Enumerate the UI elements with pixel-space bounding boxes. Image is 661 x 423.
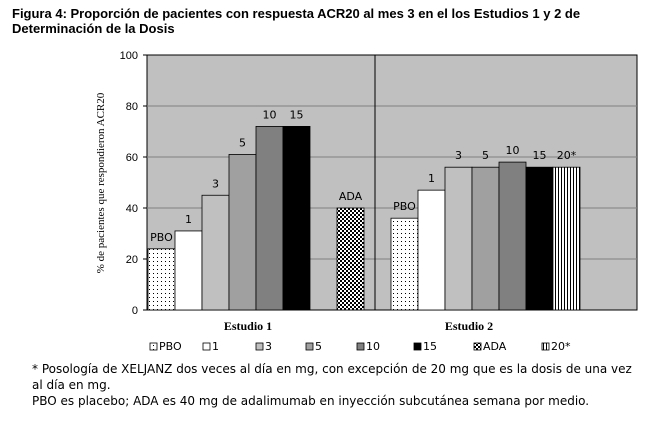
y-tick-label: 0 xyxy=(132,305,138,317)
bar-1-15 xyxy=(282,126,311,311)
legend-swatch-20 xyxy=(541,342,550,351)
y-tick-label: 20 xyxy=(126,254,138,266)
bar-2-20 xyxy=(552,166,581,311)
footnote-abbreviations: PBO es placebo; ADA es 40 mg de adalimum… xyxy=(32,394,590,408)
bar-2-3 xyxy=(444,166,473,311)
bar-1-1 xyxy=(174,230,203,311)
data-label: ADA xyxy=(339,190,363,203)
footnote-dosing: * Posología de XELJANZ dos veces al día … xyxy=(32,362,632,392)
data-label: 15 xyxy=(290,108,304,121)
bar-2-10 xyxy=(498,161,527,311)
bar-1-10 xyxy=(255,126,284,311)
data-label: 10 xyxy=(506,144,520,157)
legend-swatch-ada xyxy=(473,342,482,351)
legend-swatch-pbo xyxy=(149,342,158,351)
data-label: 1 xyxy=(185,213,192,226)
y-tick-label: 40 xyxy=(126,203,138,215)
legend-swatch-10 xyxy=(356,342,365,351)
legend-label: 1 xyxy=(212,340,219,353)
data-label: PBO xyxy=(150,231,173,244)
data-label: 5 xyxy=(482,149,489,162)
legend-label: 15 xyxy=(423,340,437,353)
bar-1-3 xyxy=(201,194,230,311)
data-label: 3 xyxy=(455,149,462,162)
data-label: 3 xyxy=(212,177,219,190)
data-label: 20* xyxy=(557,149,577,162)
figure-title: Figura 4: Proporción de pacientes con re… xyxy=(12,6,581,36)
legend-label: 10 xyxy=(366,340,380,353)
data-label: PBO xyxy=(393,200,416,213)
bar-1-pbo xyxy=(147,248,176,311)
footnotes: * Posología de XELJANZ dos veces al día … xyxy=(32,361,632,409)
y-tick-label: 80 xyxy=(126,101,138,113)
legend-label: 5 xyxy=(315,340,322,353)
data-label: 1 xyxy=(428,172,435,185)
bar-2-5 xyxy=(471,166,500,311)
group-label-2: Estudio 2 xyxy=(445,319,493,333)
data-label: 15 xyxy=(533,149,547,162)
legend-swatch-5 xyxy=(305,342,314,351)
data-label: 10 xyxy=(263,108,277,121)
legend-swatch-3 xyxy=(255,342,264,351)
bar-1-ada xyxy=(336,207,365,311)
legend-label: 3 xyxy=(265,340,272,353)
bar-2-15 xyxy=(525,166,554,311)
group-label-1: Estudio 1 xyxy=(224,319,272,333)
legend-swatch-1 xyxy=(202,342,211,351)
bar-2-1 xyxy=(417,189,446,311)
legend-swatch-15 xyxy=(413,342,422,351)
legend-label: PBO xyxy=(159,340,182,353)
data-label: 5 xyxy=(239,136,246,149)
y-tick-label: 60 xyxy=(126,152,138,164)
legend-label: ADA xyxy=(483,340,507,353)
y-axis-label: % de pacientes que respondieron ACR20 xyxy=(95,92,107,273)
bar-2-pbo xyxy=(390,217,419,311)
y-tick-label: 100 xyxy=(120,50,138,62)
bar-1-5 xyxy=(228,154,257,311)
legend-label: 20* xyxy=(551,340,571,353)
